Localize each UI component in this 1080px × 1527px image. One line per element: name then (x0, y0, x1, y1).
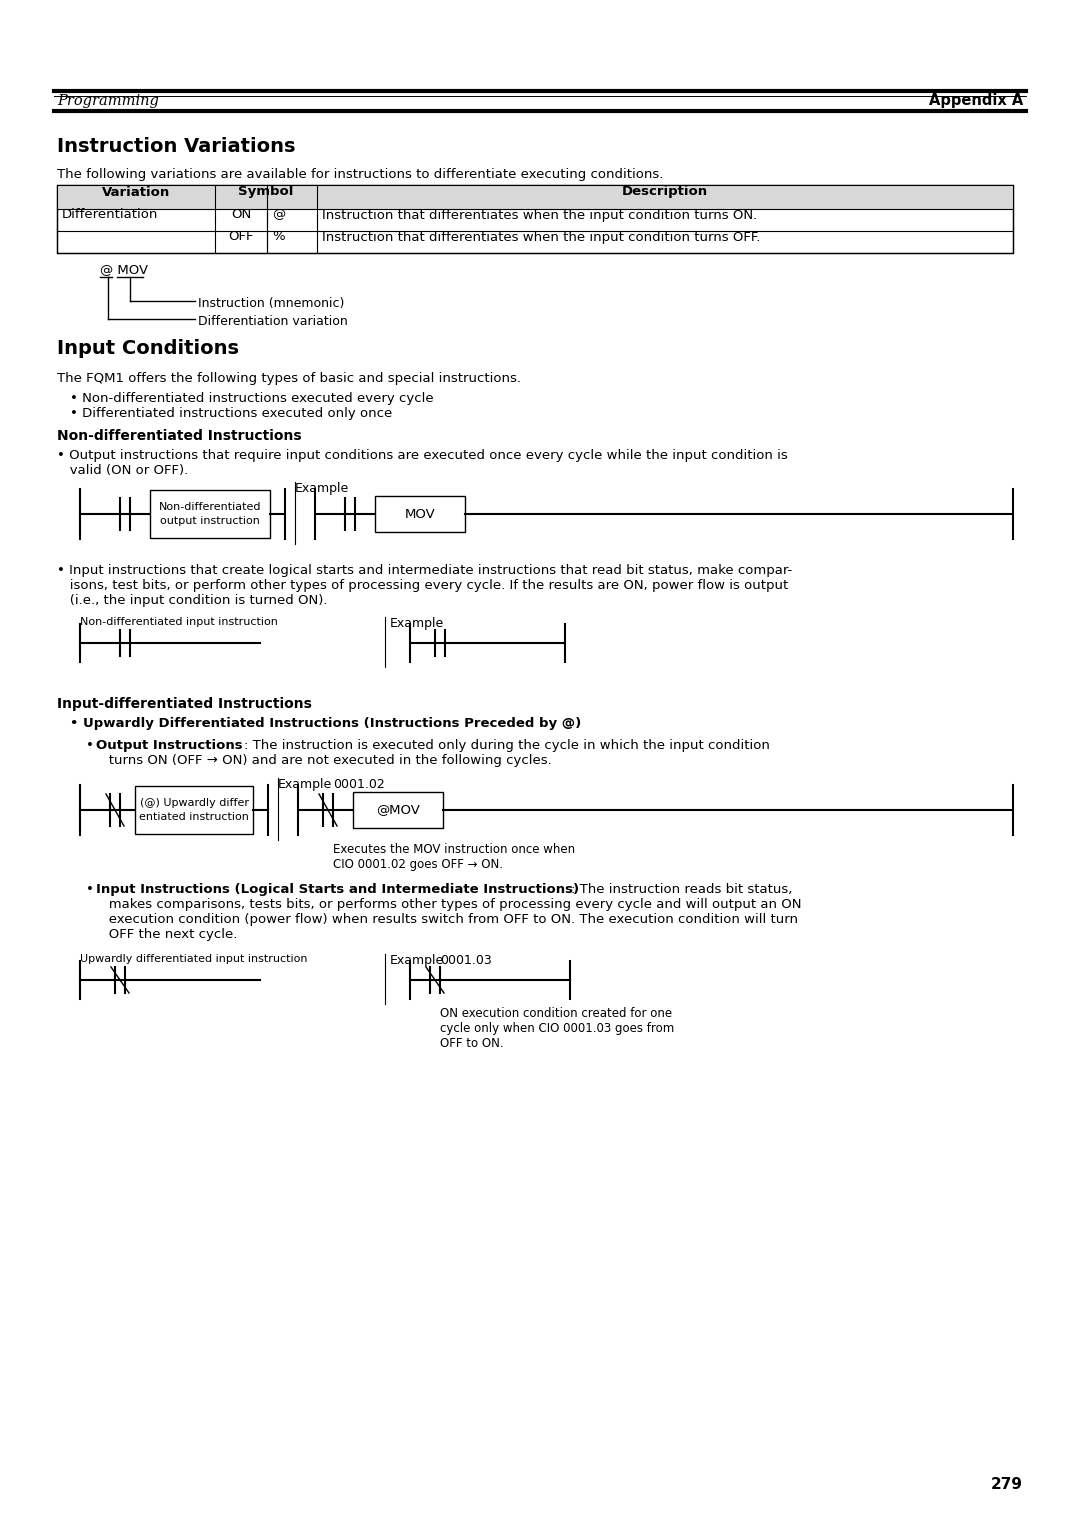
Text: • Input instructions that create logical starts and intermediate instructions th: • Input instructions that create logical… (57, 563, 793, 577)
Text: @MOV: @MOV (376, 803, 420, 817)
Text: Symbol: Symbol (239, 185, 294, 199)
Text: @: @ (272, 209, 285, 221)
Text: Instruction that differentiates when the input condition turns ON.: Instruction that differentiates when the… (322, 209, 757, 221)
Text: Instruction (mnemonic): Instruction (mnemonic) (198, 296, 345, 310)
Text: ON: ON (231, 209, 252, 221)
Bar (150, 490, 270, 538)
Text: Input-differentiated Instructions: Input-differentiated Instructions (57, 696, 312, 712)
Text: cycle only when CIO 0001.03 goes from: cycle only when CIO 0001.03 goes from (440, 1022, 674, 1035)
Text: Differentiation variation: Differentiation variation (198, 315, 348, 328)
Text: Variation: Variation (102, 185, 171, 199)
Text: Input Instructions (Logical Starts and Intermediate Instructions): Input Instructions (Logical Starts and I… (96, 883, 579, 896)
Text: •: • (86, 883, 98, 896)
Text: The following variations are available for instructions to differentiate executi: The following variations are available f… (57, 168, 663, 182)
Text: (i.e., the input condition is turned ON).: (i.e., the input condition is turned ON)… (57, 594, 327, 608)
Text: • Output instructions that require input conditions are executed once every cycl: • Output instructions that require input… (57, 449, 787, 463)
Text: : The instruction is executed only during the cycle in which the input condition: : The instruction is executed only durin… (244, 739, 770, 751)
Text: ON execution condition created for one: ON execution condition created for one (440, 1006, 672, 1020)
Text: Instruction Variations: Instruction Variations (57, 137, 296, 156)
Text: 0001.02: 0001.02 (333, 777, 384, 791)
Text: Instruction that differentiates when the input condition turns OFF.: Instruction that differentiates when the… (322, 231, 760, 243)
Text: Output Instructions: Output Instructions (96, 739, 243, 751)
Text: (@) Upwardly differ: (@) Upwardly differ (139, 799, 248, 808)
Text: Description: Description (622, 185, 708, 199)
Text: • Upwardly Differentiated Instructions (Instructions Preceded by @): • Upwardly Differentiated Instructions (… (70, 718, 581, 730)
Text: The FQM1 offers the following types of basic and special instructions.: The FQM1 offers the following types of b… (57, 373, 521, 385)
Text: 279: 279 (991, 1477, 1023, 1492)
Bar (57, 185, 1013, 209)
Text: 0001.03: 0001.03 (440, 954, 491, 967)
Text: OFF: OFF (228, 231, 254, 243)
Bar (375, 496, 465, 531)
Text: : The instruction reads bit status,: : The instruction reads bit status, (571, 883, 793, 896)
Text: entiated instruction: entiated instruction (139, 812, 248, 822)
Text: Input Conditions: Input Conditions (57, 339, 239, 357)
Text: valid (ON or OFF).: valid (ON or OFF). (57, 464, 188, 476)
Text: Example: Example (390, 954, 444, 967)
Text: OFF to ON.: OFF to ON. (440, 1037, 503, 1051)
Text: makes comparisons, tests bits, or performs other types of processing every cycle: makes comparisons, tests bits, or perfor… (96, 898, 801, 912)
Text: Non-differentiated input instruction: Non-differentiated input instruction (80, 617, 278, 628)
Text: Example: Example (295, 483, 349, 495)
Text: OFF the next cycle.: OFF the next cycle. (96, 928, 238, 941)
Text: execution condition (power flow) when results switch from OFF to ON. The executi: execution condition (power flow) when re… (96, 913, 798, 925)
Text: output instruction: output instruction (160, 516, 260, 525)
Text: turns ON (OFF → ON) and are not executed in the following cycles.: turns ON (OFF → ON) and are not executed… (96, 754, 552, 767)
Text: Example: Example (390, 617, 444, 631)
Bar (135, 786, 253, 834)
Text: Differentiation: Differentiation (62, 209, 159, 221)
Text: • Differentiated instructions executed only once: • Differentiated instructions executed o… (70, 408, 392, 420)
Text: %: % (272, 231, 285, 243)
Text: Non-differentiated Instructions: Non-differentiated Instructions (57, 429, 301, 443)
Text: • Non-differentiated instructions executed every cycle: • Non-differentiated instructions execut… (70, 392, 434, 405)
Text: •: • (86, 739, 98, 751)
Text: Executes the MOV instruction once when: Executes the MOV instruction once when (333, 843, 576, 857)
Text: MOV: MOV (405, 507, 435, 521)
Text: Appendix A: Appendix A (929, 93, 1023, 108)
Text: Non-differentiated: Non-differentiated (159, 502, 261, 512)
Bar (57, 185, 1013, 253)
Text: Upwardly differentiated input instruction: Upwardly differentiated input instructio… (80, 954, 308, 964)
Bar (353, 793, 443, 828)
Text: Example: Example (278, 777, 333, 791)
Text: Programming: Programming (57, 95, 159, 108)
Text: CIO 0001.02 goes OFF → ON.: CIO 0001.02 goes OFF → ON. (333, 858, 503, 870)
Text: isons, test bits, or perform other types of processing every cycle. If the resul: isons, test bits, or perform other types… (57, 579, 788, 592)
Text: @ MOV: @ MOV (100, 263, 148, 276)
